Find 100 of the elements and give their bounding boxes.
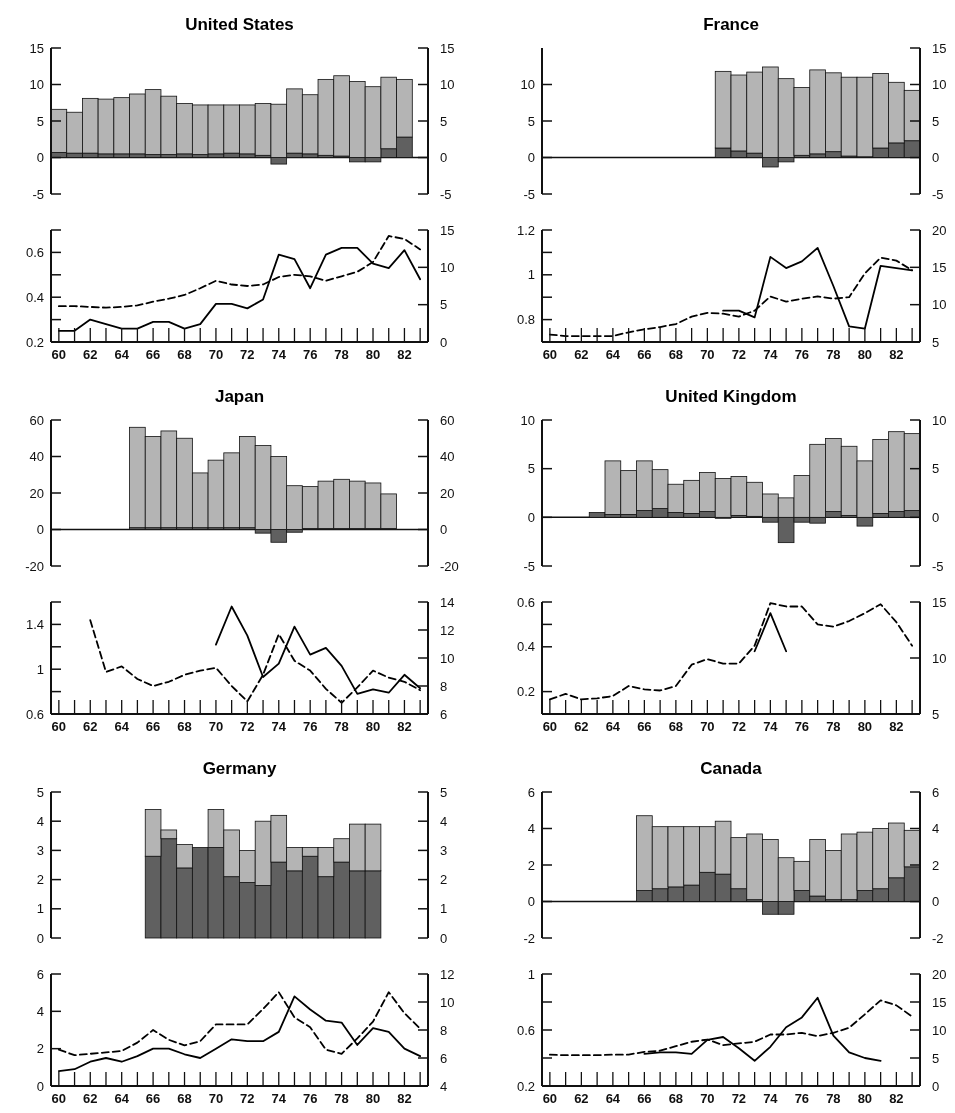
x-tick-label: 62 <box>83 1091 98 1106</box>
y-tick-label: 0 <box>36 150 44 166</box>
x-tick-label: 64 <box>605 719 621 734</box>
x-tick-label: 80 <box>365 1091 381 1106</box>
chart-title: United States <box>185 15 294 34</box>
x-tick-label: 76 <box>794 1091 810 1106</box>
y-tick-label: 0 <box>36 930 44 946</box>
x-tick-label: 70 <box>208 719 224 734</box>
y2-tick-label: -20 <box>440 558 459 574</box>
x-tick-label: 72 <box>240 1091 255 1106</box>
y2-tick-label: 12 <box>440 622 455 638</box>
y2-tick-label: 5 <box>932 113 940 129</box>
y2-tick-label: 2 <box>932 857 940 873</box>
chart-title: Canada <box>700 759 763 778</box>
x-tick-label: 74 <box>763 347 779 362</box>
y2-tick-label: 4 <box>440 813 448 829</box>
x-tick-label: 66 <box>637 719 652 734</box>
y2-tick-label: 5 <box>932 1050 940 1066</box>
y2-tick-label: 5 <box>932 461 940 477</box>
y2-tick-label: 40 <box>440 449 455 465</box>
x-tick-label: 60 <box>542 719 558 734</box>
y2-tick-label: 1 <box>440 901 448 917</box>
x-tick-label: 72 <box>240 719 255 734</box>
y2-tick-label: 10 <box>440 650 455 666</box>
y2-tick-label: 20 <box>440 485 455 501</box>
x-tick-label: 62 <box>83 719 98 734</box>
x-tick-label: 74 <box>271 1091 287 1106</box>
x-tick-label: 76 <box>302 719 318 734</box>
y-tick-label: 0.4 <box>516 639 535 655</box>
y-tick-label: -5 <box>523 558 535 574</box>
x-tick-label: 70 <box>700 1091 715 1106</box>
y2-tick-label: 4 <box>440 1078 448 1094</box>
x-tick-label: 72 <box>731 347 747 362</box>
y-tick-label: 10 <box>520 412 535 428</box>
y2-tick-label: 8 <box>440 678 448 694</box>
y2-tick-label: 15 <box>440 222 455 238</box>
x-tick-label: 64 <box>605 1091 621 1106</box>
y-tick-label: 10 <box>29 77 44 93</box>
y2-tick-label: 2 <box>440 872 448 888</box>
x-tick-label: 62 <box>574 347 589 362</box>
y2-tick-label: 12 <box>440 966 455 982</box>
x-tick-label: 66 <box>145 1091 161 1106</box>
x-tick-label: 68 <box>668 347 684 362</box>
x-tick-label: 66 <box>637 1091 652 1106</box>
y-tick-label: -20 <box>25 558 44 574</box>
y-tick-label: 40 <box>29 449 44 465</box>
x-tick-label: 64 <box>114 1091 130 1106</box>
y2-tick-label: 10 <box>440 994 455 1010</box>
y-tick-label: -2 <box>523 930 535 946</box>
x-tick-label: 64 <box>114 719 130 734</box>
x-tick-label: 82 <box>397 719 412 734</box>
x-tick-label: 82 <box>889 719 904 734</box>
y2-tick-label: 6 <box>440 1050 448 1066</box>
y-tick-label: 0 <box>527 150 535 166</box>
y2-tick-label: 10 <box>932 1022 947 1038</box>
x-tick-label: 68 <box>668 719 684 734</box>
y2-tick-label: 6 <box>440 706 448 722</box>
y2-tick-label: 10 <box>932 650 947 666</box>
y2-tick-label: 10 <box>932 297 947 313</box>
y-tick-label: 20 <box>29 485 44 501</box>
y-tick-label: 5 <box>527 461 535 477</box>
y2-tick-label: 4 <box>932 821 940 837</box>
x-tick-label: 66 <box>145 719 161 734</box>
y-tick-label: 6 <box>36 966 44 982</box>
x-tick-label: 80 <box>857 719 873 734</box>
x-tick-label: 72 <box>731 719 747 734</box>
y2-tick-label: 0 <box>932 1078 940 1094</box>
x-tick-label: 64 <box>114 347 130 362</box>
y2-tick-label: 0 <box>440 150 448 166</box>
y2-tick-label: 15 <box>932 259 947 275</box>
x-tick-label: 68 <box>177 347 192 362</box>
x-tick-label: 78 <box>826 719 841 734</box>
y2-tick-label: 15 <box>932 994 947 1010</box>
y2-tick-label: 15 <box>932 594 947 610</box>
x-tick-label: 70 <box>700 719 715 734</box>
y-tick-label: 2 <box>36 872 44 888</box>
y-tick-label: 6 <box>527 784 535 800</box>
y2-tick-label: 15 <box>440 40 455 56</box>
y-tick-label: 0.2 <box>516 684 535 700</box>
y-tick-label: 1.2 <box>516 222 535 238</box>
x-tick-label: 74 <box>763 1091 779 1106</box>
x-tick-label: 74 <box>271 347 287 362</box>
y2-tick-label: 3 <box>440 842 448 858</box>
y2-tick-label: 5 <box>440 113 448 129</box>
y-tick-label: 0.2 <box>516 1078 535 1094</box>
x-tick-label: 76 <box>302 1091 318 1106</box>
x-tick-label: 62 <box>83 347 98 362</box>
x-tick-label: 76 <box>794 719 810 734</box>
x-tick-label: 82 <box>397 347 412 362</box>
y-tick-label: 1.4 <box>25 616 44 632</box>
x-tick-label: 82 <box>889 347 904 362</box>
y-tick-label: 1 <box>36 901 44 917</box>
x-tick-label: 80 <box>365 347 381 362</box>
y2-tick-label: 10 <box>932 412 947 428</box>
x-tick-label: 72 <box>240 347 255 362</box>
y2-tick-label: -2 <box>932 930 944 946</box>
y-tick-label: 1 <box>36 661 44 677</box>
x-tick-label: 68 <box>668 1091 684 1106</box>
y-tick-label: 4 <box>36 1003 44 1019</box>
y-tick-label: 0.2 <box>25 334 44 350</box>
